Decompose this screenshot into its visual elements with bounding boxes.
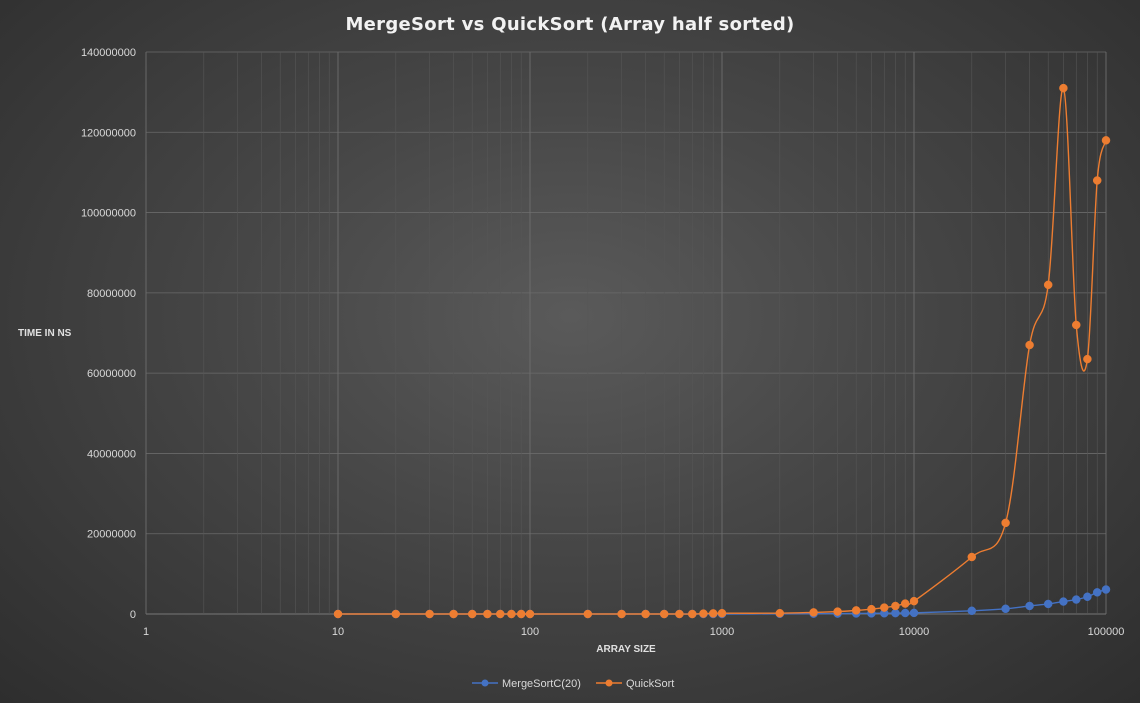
data-point — [717, 608, 727, 618]
data-point — [688, 609, 697, 619]
data-point — [909, 596, 919, 606]
x-axis-title: ARRAY SIZE — [596, 644, 656, 655]
data-point — [1101, 585, 1111, 594]
grid — [145, 51, 1107, 615]
y-tick-label: 0 — [130, 609, 136, 621]
data-point — [867, 604, 876, 614]
data-point — [909, 608, 919, 618]
data-point — [1072, 595, 1081, 604]
data-point — [900, 608, 910, 618]
data-point — [1043, 280, 1053, 290]
data-point — [516, 609, 526, 619]
y-tick-label: 40000000 — [87, 448, 136, 460]
data-point — [1025, 340, 1034, 350]
legend-label: MergeSortC(20) — [502, 678, 581, 690]
data-point — [1001, 604, 1010, 614]
data-point — [833, 607, 842, 616]
data-point — [851, 606, 861, 615]
legend-marker — [605, 679, 613, 687]
y-tick-label: 80000000 — [87, 288, 136, 300]
data-point — [333, 609, 343, 619]
data-point — [775, 608, 785, 618]
y-tick-label: 60000000 — [87, 368, 136, 380]
data-point — [967, 606, 977, 616]
data-point — [1025, 601, 1034, 611]
legend-marker — [481, 679, 489, 687]
data-point — [967, 552, 977, 562]
data-point — [467, 609, 477, 619]
data-point — [1001, 518, 1010, 528]
series-quicksort — [333, 83, 1111, 619]
data-point — [496, 609, 505, 619]
data-point — [675, 609, 684, 619]
data-point — [1092, 588, 1102, 597]
data-point — [1072, 320, 1081, 330]
y-tick-label: 100000000 — [81, 208, 136, 220]
data-point — [1059, 597, 1068, 606]
data-point — [525, 609, 535, 619]
x-tick-label: 100000 — [1088, 626, 1125, 638]
data-point — [708, 609, 718, 618]
y-tick-label: 20000000 — [87, 529, 136, 541]
x-tick-label: 10000 — [899, 626, 930, 638]
data-point — [617, 609, 626, 619]
data-point — [507, 609, 516, 619]
data-point — [1092, 176, 1102, 185]
data-point — [900, 599, 910, 608]
data-point — [425, 609, 434, 619]
legend-label: QuickSort — [626, 678, 674, 690]
data-point — [1083, 354, 1092, 364]
data-point — [809, 608, 818, 617]
data-point — [449, 609, 458, 619]
legend-item: MergeSortC(20) — [472, 678, 581, 690]
data-point — [1059, 83, 1068, 93]
y-tick-label: 140000000 — [81, 47, 136, 59]
y-axis-title: TIME IN NS — [18, 328, 72, 339]
data-point — [1083, 592, 1092, 601]
data-point — [641, 609, 650, 619]
data-point — [659, 609, 669, 619]
plot-area — [333, 83, 1111, 619]
legend-item: QuickSort — [596, 678, 674, 690]
chart-title: MergeSort vs QuickSort (Array half sorte… — [345, 14, 794, 35]
y-tick-label: 120000000 — [81, 127, 136, 139]
x-axis: 1 10 100 1000 10000 100000 — [143, 626, 1124, 638]
y-axis: 0 20000000 40000000 60000000 80000000 1000000… — [81, 47, 136, 621]
data-point — [1043, 599, 1053, 609]
data-point — [1101, 136, 1111, 145]
series-line-quicksort — [337, 87, 1107, 615]
x-tick-label: 1 — [143, 626, 149, 638]
data-point — [880, 603, 889, 612]
data-point — [891, 601, 900, 611]
legend: MergeSortC(20) QuickSort — [472, 678, 674, 690]
data-point — [583, 609, 593, 619]
data-point — [699, 609, 708, 618]
data-point — [391, 609, 401, 619]
x-tick-label: 100 — [521, 626, 539, 638]
data-point — [483, 609, 492, 619]
data-point — [891, 608, 900, 618]
x-tick-label: 1000 — [710, 626, 734, 638]
x-tick-label: 10 — [332, 626, 344, 638]
